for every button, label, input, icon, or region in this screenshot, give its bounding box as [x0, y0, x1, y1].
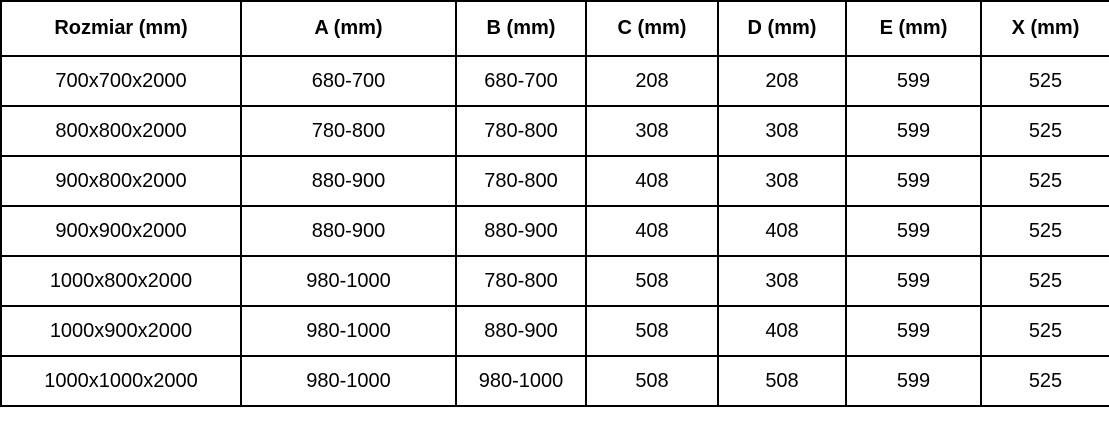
table-cell: 980-1000	[240, 255, 457, 307]
table-cell: 508	[585, 355, 719, 407]
table-cell: 1000x800x2000	[0, 255, 242, 307]
table-cell: 308	[717, 155, 847, 207]
table-cell: 880-900	[455, 305, 587, 357]
table-cell: 408	[585, 205, 719, 257]
table-cell: 525	[980, 205, 1109, 257]
table-cell: 599	[845, 155, 982, 207]
table-cell: 880-900	[240, 205, 457, 257]
column-header: A (mm)	[240, 0, 457, 57]
table-cell: 525	[980, 155, 1109, 207]
table-cell: 508	[585, 305, 719, 357]
table-cell: 780-800	[455, 255, 587, 307]
table-cell: 700x700x2000	[0, 55, 242, 107]
table-row: 900x800x2000 880-900 780-800 408 308 599 525	[0, 155, 1109, 207]
table-cell: 780-800	[455, 105, 587, 157]
table-cell: 1000x900x2000	[0, 305, 242, 357]
table-cell: 800x800x2000	[0, 105, 242, 157]
table-cell: 780-800	[240, 105, 457, 157]
table-cell: 525	[980, 305, 1109, 357]
column-header: D (mm)	[717, 0, 847, 57]
size-spec-table: Rozmiar (mm) A (mm) B (mm) C (mm) D (mm) E (m…	[0, 0, 1109, 407]
table-cell: 408	[717, 205, 847, 257]
table-cell: 525	[980, 355, 1109, 407]
table-cell: 525	[980, 105, 1109, 157]
table-cell: 980-1000	[455, 355, 587, 407]
table-row: 1000x800x2000 980-1000 780-800 508 308 599 525	[0, 255, 1109, 307]
table-body: 700x700x2000 680-700 680-700 208 208 599 525 80…	[0, 55, 1109, 407]
table-cell: 208	[717, 55, 847, 107]
header-row: Rozmiar (mm) A (mm) B (mm) C (mm) D (mm) E (m…	[0, 0, 1109, 57]
column-header: E (mm)	[845, 0, 982, 57]
table-cell: 208	[585, 55, 719, 107]
table-cell: 408	[717, 305, 847, 357]
table-cell: 308	[717, 255, 847, 307]
table-cell: 900x800x2000	[0, 155, 242, 207]
table-cell: 525	[980, 255, 1109, 307]
table-row: 1000x900x2000 980-1000 880-900 508 408 599 525	[0, 305, 1109, 357]
table-cell: 680-700	[240, 55, 457, 107]
column-header: C (mm)	[585, 0, 719, 57]
table-cell: 408	[585, 155, 719, 207]
table-cell: 680-700	[455, 55, 587, 107]
table-cell: 508	[585, 255, 719, 307]
column-header: Rozmiar (mm)	[0, 0, 242, 57]
table-cell: 599	[845, 205, 982, 257]
table-cell: 980-1000	[240, 305, 457, 357]
table-cell: 525	[980, 55, 1109, 107]
table-cell: 780-800	[455, 155, 587, 207]
table-cell: 599	[845, 55, 982, 107]
table-header: Rozmiar (mm) A (mm) B (mm) C (mm) D (mm) E (m…	[0, 0, 1109, 57]
table-row: 800x800x2000 780-800 780-800 308 308 599 525	[0, 105, 1109, 157]
table-cell: 308	[717, 105, 847, 157]
table-cell: 599	[845, 305, 982, 357]
table-row: 900x900x2000 880-900 880-900 408 408 599 525	[0, 205, 1109, 257]
table-cell: 599	[845, 255, 982, 307]
column-header: X (mm)	[980, 0, 1109, 57]
column-header: B (mm)	[455, 0, 587, 57]
table-cell: 599	[845, 355, 982, 407]
table-row: 700x700x2000 680-700 680-700 208 208 599 525	[0, 55, 1109, 107]
table-row: 1000x1000x2000 980-1000 980-1000 508 508 599 5…	[0, 355, 1109, 407]
table-cell: 308	[585, 105, 719, 157]
table-cell: 900x900x2000	[0, 205, 242, 257]
table-cell: 880-900	[455, 205, 587, 257]
table-cell: 980-1000	[240, 355, 457, 407]
table-cell: 599	[845, 105, 982, 157]
table-cell: 880-900	[240, 155, 457, 207]
table-cell: 1000x1000x2000	[0, 355, 242, 407]
table-cell: 508	[717, 355, 847, 407]
